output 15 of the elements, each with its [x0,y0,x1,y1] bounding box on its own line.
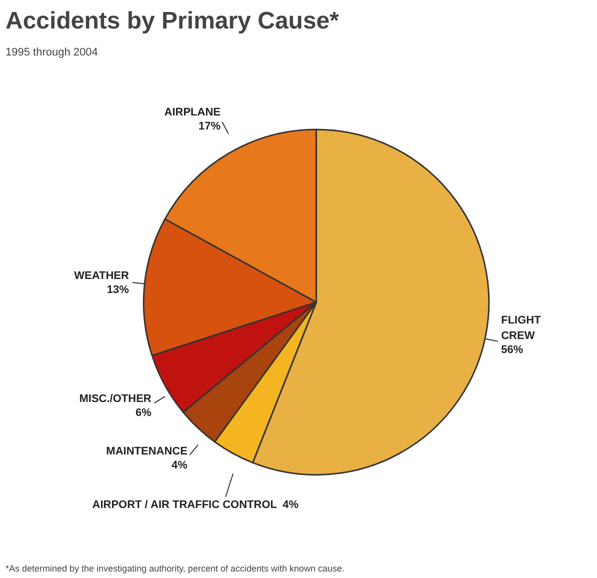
slice-label: FLIGHT CREW [501,314,542,342]
data-label: 4% [282,498,299,511]
chart-subtitle: 1995 through 2004 [6,46,98,58]
slice-label: WEATHER [74,270,129,282]
data-label: 17% [198,120,221,133]
slice-label: MAINTENANCE [106,446,188,458]
text: *As determined by the investigating authority, percent of accidents with known cause. [6,564,345,574]
slice-label: AIRPORT / AIR TRAFFIC CONTROL [92,498,278,511]
data-label: 13% [106,284,130,296]
data-label: 56% [501,344,524,356]
data-label: 6% [135,406,152,419]
slice-label: AIRPLANE [164,106,220,119]
data-label: 4% [172,460,188,472]
slice-label: MISC./OTHER [79,392,152,405]
chart-title: Accidents by Primary Cause* [6,8,340,34]
